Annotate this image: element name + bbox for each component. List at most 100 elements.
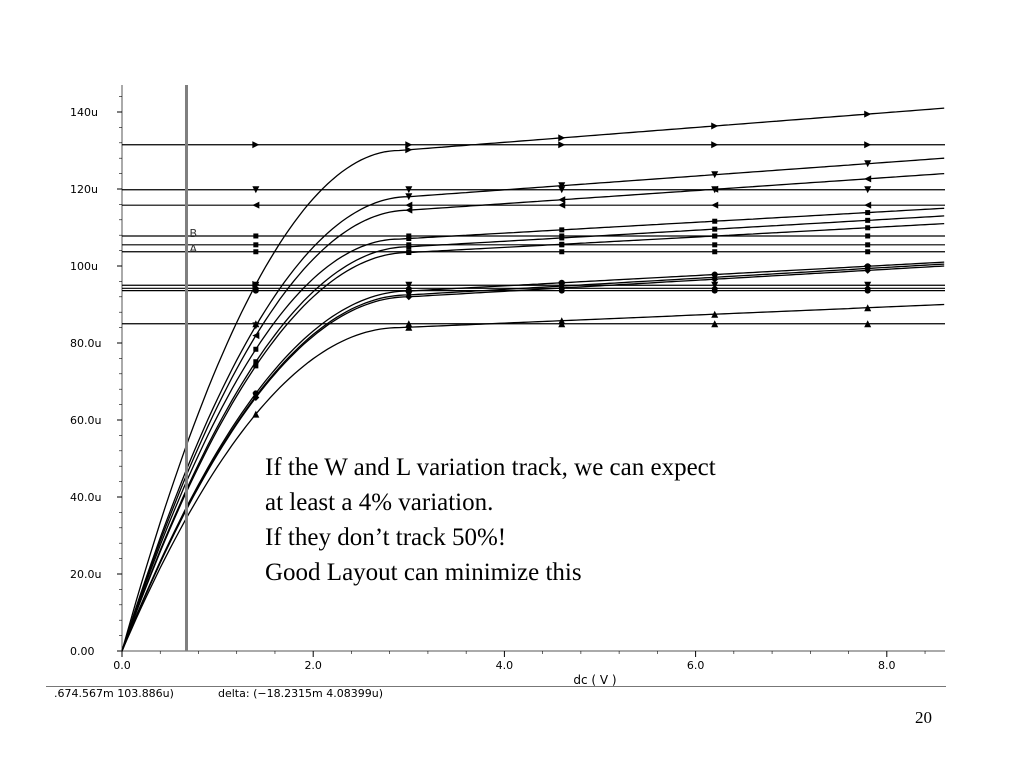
- data-point-marker: [252, 186, 260, 194]
- data-point-marker: [406, 236, 412, 242]
- data-point-marker: [712, 242, 718, 248]
- iv-curve: [121, 222, 945, 652]
- data-point-marker: [252, 332, 260, 340]
- y-tick-label: 60.0u: [70, 414, 101, 427]
- iv-curve: [121, 263, 945, 652]
- data-point-marker: [405, 201, 413, 209]
- iv-curve: [121, 207, 945, 652]
- data-point-marker: [252, 201, 260, 209]
- data-point-marker: [405, 186, 413, 194]
- data-point-marker: [558, 182, 566, 190]
- slide-annotation: If the W and L variation track, we can e…: [265, 450, 716, 590]
- iv-curve: [121, 303, 945, 652]
- data-point-marker: [864, 201, 872, 209]
- data-point-marker: [405, 141, 413, 149]
- data-point-marker: [558, 317, 566, 325]
- y-tick-label: 120u: [70, 183, 98, 196]
- data-point-marker: [252, 394, 260, 402]
- data-point-marker: [253, 233, 259, 239]
- data-point-marker: [865, 210, 871, 216]
- data-point-marker: [558, 134, 566, 142]
- iv-curve: [121, 261, 945, 652]
- data-point-marker: [559, 249, 565, 255]
- data-point-marker: [252, 287, 259, 294]
- annotation-line: Good Layout can minimize this: [265, 559, 582, 586]
- data-point-marker: [711, 141, 719, 149]
- iv-curve-plot: 0.00 20.0u 40.0u 60.0u 80.0u 100u 120u 140u 0.0 2…: [70, 85, 945, 687]
- data-point-marker: [864, 110, 872, 118]
- cursor-readout: .674.567m 103.886u): [54, 687, 174, 700]
- data-point-marker: [712, 233, 718, 239]
- iv-curve: [121, 107, 945, 652]
- data-point-marker: [405, 293, 413, 301]
- data-point-marker: [864, 141, 872, 149]
- data-point-marker: [559, 241, 565, 247]
- data-point-marker: [865, 217, 871, 223]
- iv-curve: [121, 172, 945, 652]
- data-point-marker: [864, 175, 872, 183]
- data-point-marker: [711, 320, 719, 328]
- slide-number: 20: [915, 708, 932, 727]
- data-point-marker: [559, 235, 565, 241]
- data-point-marker: [405, 323, 413, 331]
- annotation-line: at least a 4% variation.: [265, 489, 494, 516]
- x-tick-label: 0.0: [113, 659, 131, 672]
- data-point-marker: [711, 310, 719, 318]
- data-point-marker: [865, 242, 871, 248]
- data-point-marker: [252, 322, 260, 330]
- data-point-marker: [406, 244, 412, 250]
- data-point-marker: [864, 186, 872, 194]
- plot-axes: 0.00 20.0u 40.0u 60.0u 80.0u 100u 120u 140u 0.0 2…: [70, 85, 945, 687]
- data-point-marker: [864, 304, 872, 312]
- delta-readout: delta: (−18.2315m 4.08399u): [218, 687, 384, 700]
- annotation-line: If the W and L variation track, we can e…: [265, 454, 716, 481]
- data-point-marker: [711, 122, 719, 130]
- data-point-marker: [558, 141, 566, 149]
- iv-curve: [121, 215, 945, 652]
- data-point-marker: [558, 201, 566, 209]
- y-tick-label: 80.0u: [70, 337, 101, 350]
- data-point-marker: [405, 193, 413, 201]
- iv-curve: [121, 157, 945, 652]
- data-series: [121, 107, 945, 652]
- data-point-marker: [558, 284, 566, 292]
- data-point-marker: [253, 346, 259, 352]
- data-point-marker: [406, 250, 412, 256]
- data-point-marker: [558, 186, 566, 194]
- cursor-marker-label: B: [189, 227, 197, 240]
- data-point-marker: [864, 287, 871, 294]
- y-tick-label: 20.0u: [70, 568, 101, 581]
- data-point-marker: [864, 160, 872, 168]
- y-tick-label: 40.0u: [70, 491, 101, 504]
- data-point-marker: [711, 185, 719, 193]
- data-point-marker: [252, 410, 260, 418]
- data-point-marker: [405, 206, 413, 214]
- data-point-marker: [252, 280, 260, 288]
- data-point-marker: [253, 363, 259, 369]
- data-point-marker: [405, 146, 413, 154]
- data-point-marker: [558, 196, 566, 204]
- x-tick-label: 2.0: [304, 659, 322, 672]
- data-point-marker: [864, 266, 872, 274]
- x-tick-label: 8.0: [878, 659, 896, 672]
- data-point-marker: [711, 287, 718, 294]
- data-point-marker: [712, 249, 718, 255]
- data-point-marker: [864, 320, 872, 328]
- data-point-marker: [865, 249, 871, 255]
- data-point-marker: [559, 227, 565, 233]
- y-tick-label: 0.00: [70, 645, 95, 658]
- data-point-marker: [865, 225, 871, 231]
- y-tick-label: 100u: [70, 260, 98, 273]
- data-point-marker: [711, 275, 719, 283]
- annotation-line: If they don’t track 50%!: [265, 524, 507, 551]
- data-point-marker: [712, 218, 718, 224]
- data-point-marker: [711, 171, 719, 179]
- status-divider: [46, 686, 946, 687]
- data-point-marker: [712, 226, 718, 232]
- data-point-marker: [406, 233, 412, 239]
- cursor-line[interactable]: BA: [184, 85, 197, 651]
- x-tick-label: 6.0: [687, 659, 705, 672]
- reference-lines: [122, 141, 945, 328]
- y-tick-label: 140u: [70, 106, 98, 119]
- x-axis-label: dc ( V ): [573, 673, 616, 687]
